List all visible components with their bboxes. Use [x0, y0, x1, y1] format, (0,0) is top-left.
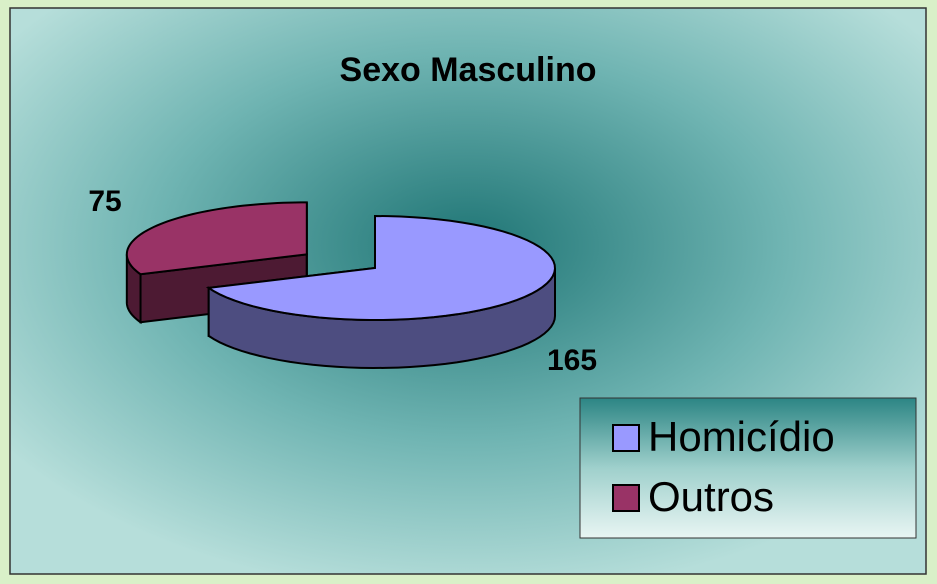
- legend-swatch: [612, 484, 640, 512]
- chart-title: Sexo Masculino: [340, 51, 597, 89]
- slice: [205, 214, 556, 321]
- data-label: 165: [547, 344, 597, 377]
- slice: [125, 201, 308, 276]
- legend-label: Outros: [648, 473, 774, 520]
- legend-label: Homicídio: [648, 413, 835, 460]
- legend-swatch: [612, 424, 640, 452]
- legend: [579, 397, 917, 539]
- data-label: 75: [88, 185, 121, 218]
